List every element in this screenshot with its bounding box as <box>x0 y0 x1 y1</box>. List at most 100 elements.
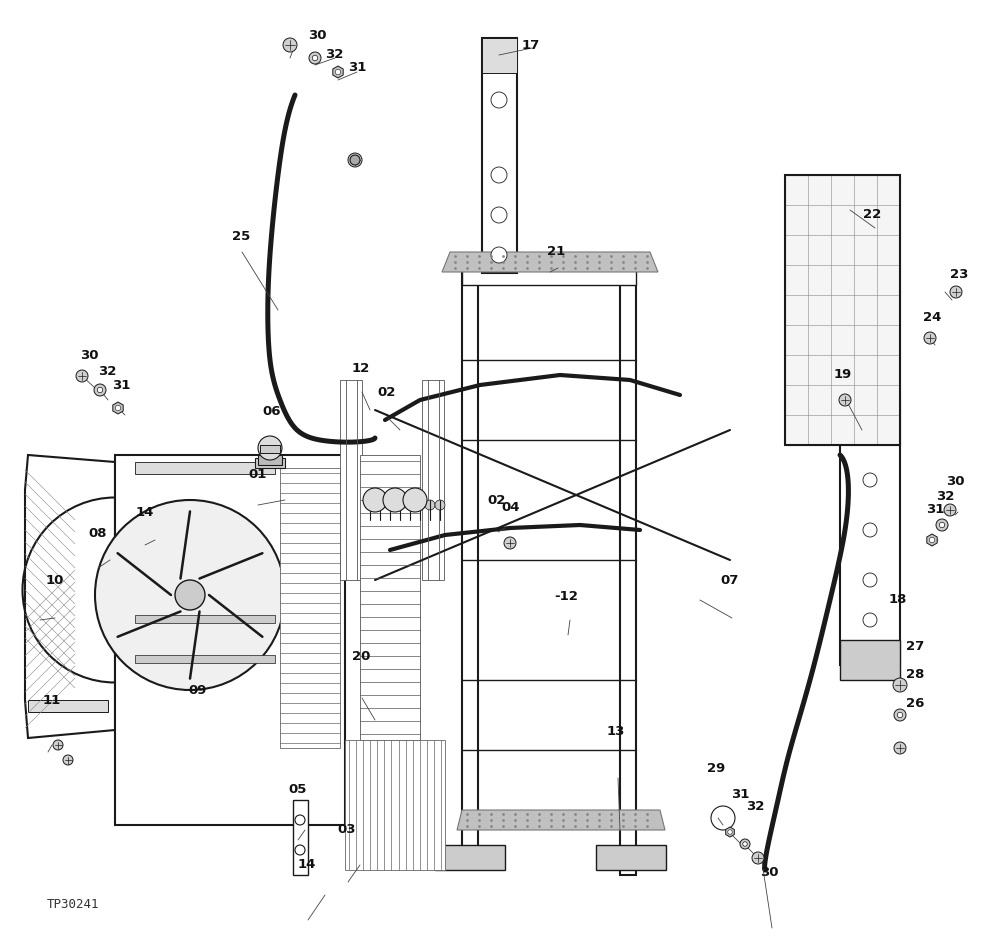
Circle shape <box>944 504 956 516</box>
Circle shape <box>295 815 305 825</box>
Text: 31: 31 <box>113 379 131 392</box>
Text: 32: 32 <box>936 490 954 503</box>
Circle shape <box>258 436 282 460</box>
Circle shape <box>63 755 73 765</box>
Bar <box>422 380 444 580</box>
Polygon shape <box>435 845 505 870</box>
Bar <box>482 38 517 73</box>
Circle shape <box>403 488 427 512</box>
Text: 32: 32 <box>325 48 343 61</box>
Polygon shape <box>927 534 937 546</box>
Bar <box>785 175 900 445</box>
Text: 24: 24 <box>923 311 941 324</box>
Circle shape <box>76 370 88 382</box>
Circle shape <box>405 500 415 510</box>
Circle shape <box>839 394 851 406</box>
Bar <box>785 175 900 445</box>
Circle shape <box>365 500 375 510</box>
Text: 04: 04 <box>501 501 519 514</box>
Text: 12: 12 <box>352 362 370 375</box>
Text: 13: 13 <box>607 725 625 738</box>
Text: 20: 20 <box>352 650 370 663</box>
Text: -12: -12 <box>554 590 578 603</box>
Circle shape <box>348 153 362 167</box>
Bar <box>280 468 340 748</box>
Polygon shape <box>457 810 665 830</box>
Circle shape <box>425 500 435 510</box>
Circle shape <box>395 500 405 510</box>
Text: 19: 19 <box>833 368 851 381</box>
Polygon shape <box>442 252 658 272</box>
Circle shape <box>283 38 297 52</box>
Circle shape <box>491 57 507 73</box>
Circle shape <box>383 488 407 512</box>
Text: 21: 21 <box>547 245 565 258</box>
Circle shape <box>863 523 877 537</box>
Text: 31: 31 <box>348 61 366 74</box>
Circle shape <box>435 500 445 510</box>
Circle shape <box>894 742 906 754</box>
Circle shape <box>94 384 106 396</box>
Circle shape <box>116 405 121 411</box>
Circle shape <box>491 207 507 223</box>
Text: 01: 01 <box>248 468 266 481</box>
Circle shape <box>894 709 906 721</box>
Bar <box>293 800 308 875</box>
Text: 02: 02 <box>488 494 505 507</box>
Circle shape <box>350 155 360 165</box>
Text: 11: 11 <box>43 694 61 707</box>
Circle shape <box>897 713 902 718</box>
Bar <box>360 455 420 740</box>
Bar <box>135 655 275 663</box>
Bar <box>135 462 275 474</box>
Bar <box>340 380 362 580</box>
Circle shape <box>312 55 318 61</box>
Text: 08: 08 <box>89 527 107 540</box>
Text: 22: 22 <box>863 208 881 221</box>
Text: 14: 14 <box>298 858 316 871</box>
Text: 31: 31 <box>731 788 749 801</box>
Polygon shape <box>596 845 666 870</box>
Text: 07: 07 <box>721 574 739 588</box>
Circle shape <box>924 332 936 344</box>
Circle shape <box>863 613 877 627</box>
Circle shape <box>939 523 945 527</box>
Circle shape <box>375 500 385 510</box>
Text: 30: 30 <box>761 866 779 879</box>
Circle shape <box>385 500 395 510</box>
Bar <box>482 38 517 273</box>
Text: 17: 17 <box>521 39 539 52</box>
Text: 25: 25 <box>232 230 250 243</box>
Circle shape <box>728 830 732 835</box>
Circle shape <box>53 740 63 750</box>
Circle shape <box>504 537 516 549</box>
Text: 10: 10 <box>46 574 64 588</box>
Circle shape <box>309 52 321 64</box>
Text: 32: 32 <box>99 365 117 378</box>
Circle shape <box>295 845 305 855</box>
Bar <box>28 700 108 712</box>
Text: 05: 05 <box>288 783 306 796</box>
Circle shape <box>893 678 907 692</box>
Text: 27: 27 <box>906 640 924 653</box>
Circle shape <box>491 247 507 263</box>
Text: 14: 14 <box>136 506 154 519</box>
Text: 30: 30 <box>308 29 326 42</box>
Circle shape <box>335 70 341 74</box>
Circle shape <box>752 852 764 864</box>
Text: 29: 29 <box>707 762 725 775</box>
Circle shape <box>415 500 425 510</box>
Circle shape <box>98 387 103 393</box>
Polygon shape <box>726 827 735 837</box>
Circle shape <box>863 473 877 487</box>
Bar <box>840 640 900 680</box>
Circle shape <box>740 839 750 849</box>
Bar <box>260 445 280 453</box>
Circle shape <box>711 806 735 830</box>
Text: 09: 09 <box>188 684 206 697</box>
Circle shape <box>936 519 948 531</box>
Circle shape <box>175 580 205 610</box>
Bar <box>255 458 285 468</box>
Polygon shape <box>113 402 124 414</box>
Circle shape <box>491 92 507 108</box>
